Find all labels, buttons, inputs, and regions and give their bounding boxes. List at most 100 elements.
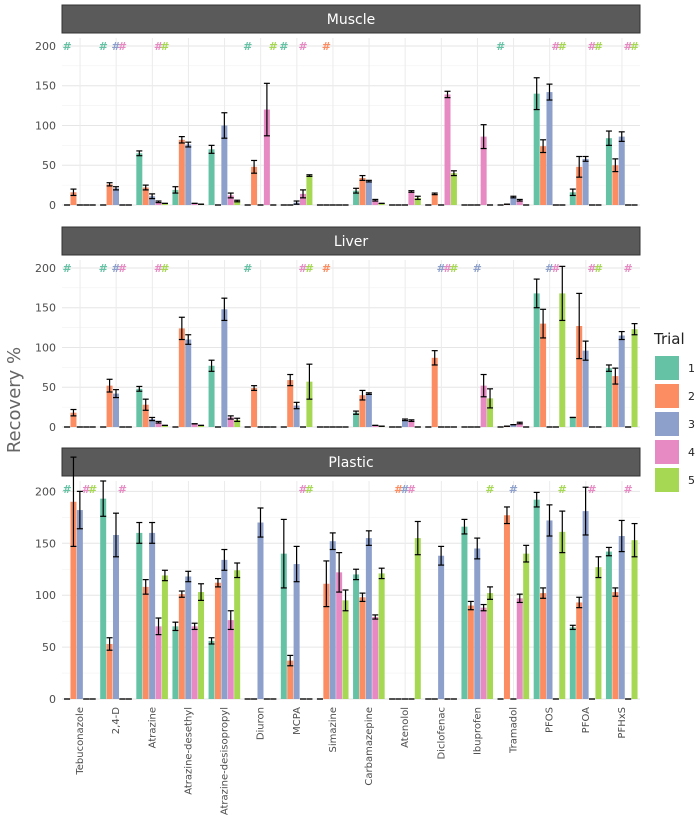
bar (359, 177, 366, 205)
bar (161, 575, 168, 699)
bar (480, 607, 487, 699)
significance-marker: # (118, 483, 127, 496)
bar (142, 586, 149, 699)
legend-swatch (655, 356, 679, 380)
bar (378, 203, 385, 205)
bar (227, 620, 234, 699)
bar (372, 616, 379, 699)
bar (353, 412, 360, 427)
bar (353, 574, 360, 699)
bar (155, 422, 162, 427)
legend-swatch (655, 412, 679, 436)
significance-marker: # (624, 40, 633, 53)
bar (533, 293, 540, 427)
significance-marker: # (160, 40, 169, 53)
bar (149, 196, 156, 205)
bar (438, 555, 445, 699)
bar (185, 339, 192, 427)
bar (136, 153, 143, 205)
significance-marker: # (62, 483, 71, 496)
bar (546, 92, 553, 205)
bar (191, 626, 198, 699)
facet-strip-title: Muscle (327, 12, 375, 28)
bar (155, 626, 162, 699)
legend-title: Trial (653, 330, 685, 348)
significance-marker: # (587, 483, 596, 496)
bar (431, 193, 438, 205)
significance-marker: # (322, 40, 331, 53)
y-tick-label: 50 (42, 159, 56, 172)
x-tick-label: Diuron (256, 707, 267, 740)
significance-marker: # (322, 262, 331, 275)
bar (76, 510, 83, 699)
bar (149, 419, 156, 427)
bar (112, 393, 119, 427)
significance-marker: # (587, 40, 596, 53)
bar (546, 520, 553, 699)
bar (618, 536, 625, 699)
bar (582, 350, 589, 427)
significance-marker: # (485, 483, 494, 496)
significance-marker: # (269, 40, 278, 53)
significance-marker: # (407, 483, 416, 496)
y-tick-label: 50 (42, 641, 56, 654)
bar (251, 388, 258, 427)
bar (178, 594, 185, 699)
bar (408, 191, 415, 205)
legend: Trial 1 2 3 4 5 (653, 330, 695, 492)
bar (516, 598, 523, 699)
bar (523, 553, 530, 699)
y-tick-label: 50 (42, 381, 56, 394)
bar (365, 393, 372, 427)
significance-marker: # (496, 40, 505, 53)
y-tick-label: 100 (35, 341, 56, 354)
significance-marker: # (473, 262, 482, 275)
bar (365, 538, 372, 699)
significance-marker: # (587, 262, 596, 275)
bar (149, 532, 156, 699)
bar (372, 200, 379, 205)
significance-marker: # (594, 262, 603, 275)
bar (516, 423, 523, 427)
bar (306, 381, 313, 427)
bar (378, 573, 385, 699)
bar (287, 660, 294, 699)
y-tick-label: 100 (35, 119, 56, 132)
facet-strip (61, 447, 641, 477)
legend-label: 1 (688, 362, 695, 375)
bar (214, 582, 221, 699)
bar (467, 605, 474, 699)
significance-marker: # (551, 40, 560, 53)
bar (257, 522, 264, 699)
facet-strip (61, 226, 641, 256)
bar (287, 380, 294, 427)
bar (142, 187, 149, 205)
bar (136, 388, 143, 427)
legend-label: 5 (688, 474, 695, 487)
bar (582, 511, 589, 699)
legend-swatch (655, 468, 679, 492)
y-tick-label: 0 (49, 199, 56, 212)
bar (605, 551, 612, 699)
significance-marker: # (118, 262, 127, 275)
bar (208, 365, 215, 427)
bar (106, 385, 113, 427)
bar (155, 201, 162, 205)
bar (487, 398, 494, 427)
bar (540, 323, 547, 427)
bar (450, 173, 457, 205)
bar (353, 190, 360, 205)
bar (510, 424, 517, 427)
bar (227, 195, 234, 205)
bar (136, 532, 143, 699)
y-tick-label: 200 (35, 40, 56, 53)
bar (576, 602, 583, 699)
bar (263, 109, 270, 205)
facet-strip-title: Plastic (328, 455, 373, 471)
bar (178, 328, 185, 427)
bar (631, 329, 638, 427)
bar (161, 203, 168, 205)
bar (208, 640, 215, 699)
